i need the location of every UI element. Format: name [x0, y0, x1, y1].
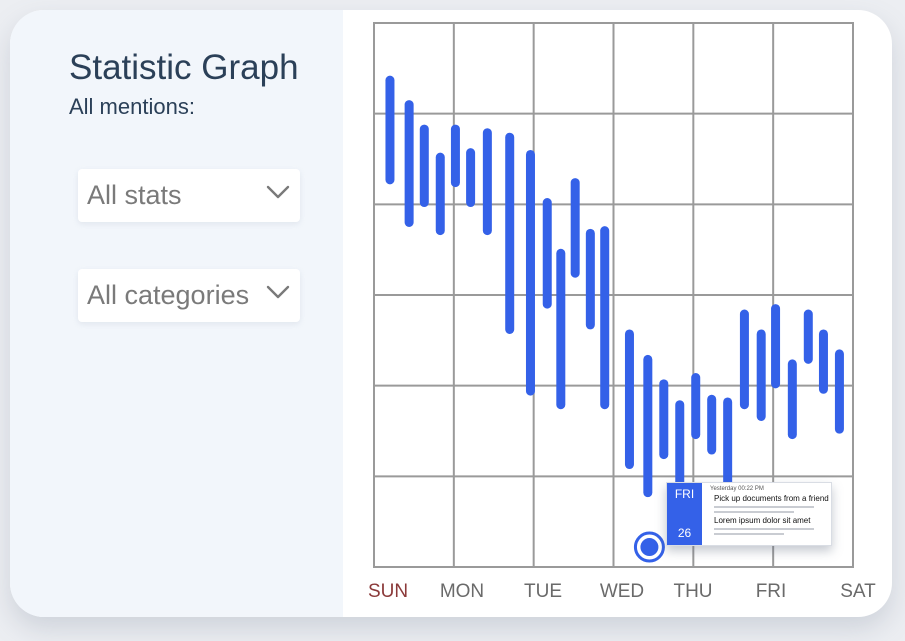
chevron-down-icon	[266, 285, 290, 299]
statistic-chart: SUN MON TUE WED THU FRI SAT	[368, 22, 876, 602]
page-title: Statistic Graph	[69, 48, 299, 87]
x-tick-label: WED	[600, 581, 644, 602]
x-tick-label: THU	[673, 581, 712, 602]
tooltip-day: FRI	[674, 487, 695, 501]
tooltip-text-placeholder	[714, 511, 794, 513]
tooltip-date-badge: FRI 26	[667, 483, 702, 545]
event-tooltip[interactable]: FRI 26 Yesterday 00:22 PM Pick up docume…	[666, 482, 832, 546]
x-tick-label: SUN	[368, 581, 408, 602]
categories-dropdown-value: All categories	[87, 280, 250, 310]
categories-dropdown[interactable]: All categories	[78, 269, 300, 322]
tooltip-text-placeholder	[714, 506, 814, 508]
x-tick-label: TUE	[524, 581, 562, 602]
tooltip-text-placeholder	[714, 528, 814, 530]
chevron-down-icon	[266, 185, 290, 199]
tooltip-title: Pick up documents from a friend	[714, 494, 829, 503]
tooltip-subtitle: Lorem ipsum dolor sit amet	[714, 516, 811, 525]
tooltip-time: Yesterday 00:22 PM	[710, 486, 764, 492]
page-subtitle: All mentions:	[69, 94, 195, 119]
stats-dropdown[interactable]: All stats	[78, 169, 300, 222]
filter-panel: Statistic Graph All mentions: All stats …	[10, 10, 343, 617]
x-tick-label: SAT	[840, 581, 876, 602]
statistic-card: Statistic Graph All mentions: All stats …	[10, 10, 892, 617]
stats-dropdown-value: All stats	[87, 180, 182, 210]
selected-point	[640, 538, 659, 557]
tooltip-date-number: 26	[677, 526, 692, 540]
x-tick-label: MON	[440, 581, 484, 602]
x-tick-label: FRI	[756, 581, 787, 602]
tooltip-text-placeholder	[714, 533, 784, 535]
